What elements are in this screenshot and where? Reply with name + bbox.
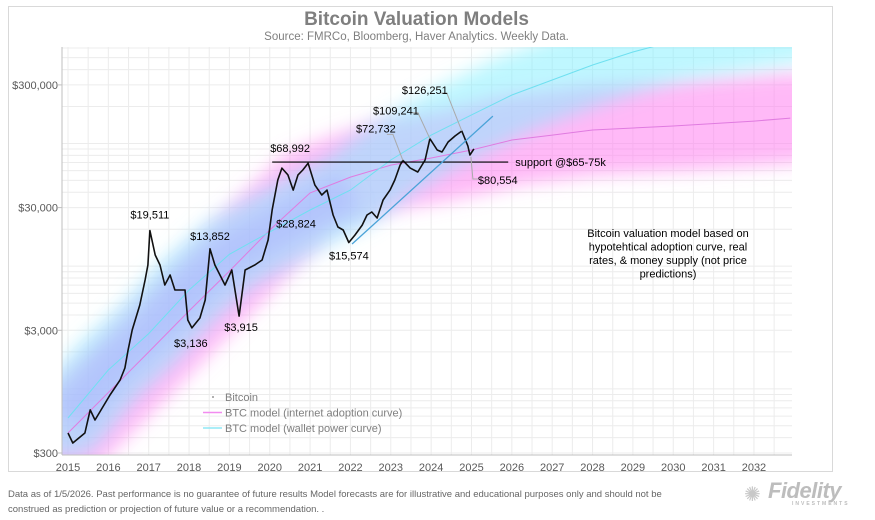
annotation-label: $28,824 xyxy=(276,219,316,231)
fidelity-logo: ✺ Fidelity INVESTMENTS xyxy=(744,478,850,507)
x-tick-label: 2032 xyxy=(742,462,766,474)
x-tick-label: 2028 xyxy=(580,462,604,474)
legend-label: BTC model (internet adoption curve) xyxy=(225,408,402,420)
x-tick-label: 2031 xyxy=(701,462,725,474)
legend: Bitcoin BTC model (internet adoption curv… xyxy=(203,392,402,435)
x-tick-label: 2027 xyxy=(540,462,564,474)
axes: 2015 2016 2017 2018 2019 2020 2021 2022 2023 2024… xyxy=(12,47,792,474)
chart-subtitle: Source: FMRCo, Bloomberg, Haver Analytic… xyxy=(264,31,569,43)
model-note-line: predictions) xyxy=(640,269,697,281)
trend-line xyxy=(351,115,494,245)
annotation-label: $109,241 xyxy=(373,106,419,118)
y-tick-label: $3,000 xyxy=(24,325,58,337)
x-tick-label: 2023 xyxy=(379,462,403,474)
x-tick-label: 2021 xyxy=(298,462,322,474)
model-note-line: Bitcoin valuation model based on xyxy=(587,228,748,240)
annotation-label: $3,915 xyxy=(224,322,258,334)
x-tick-label: 2018 xyxy=(177,462,201,474)
legend-marker-bitcoin xyxy=(212,396,214,398)
annotations: $19,511 $13,852 $3,136 $3,915 $28,824 $68,992… xyxy=(130,85,606,350)
series-lines xyxy=(67,47,791,444)
bitcoin-price-line xyxy=(67,130,475,444)
x-tick-label: 2024 xyxy=(419,462,443,474)
annotation-leader xyxy=(386,133,404,161)
chart-frame xyxy=(8,6,833,472)
x-tick-label: 2030 xyxy=(661,462,685,474)
annotation-leader xyxy=(411,112,431,139)
chart-title: Bitcoin Valuation Models xyxy=(304,9,529,30)
legend-label: Bitcoin xyxy=(225,392,258,404)
y-tick-label: $300 xyxy=(34,448,58,460)
footer-line-2: construed as prediction or projection of… xyxy=(8,504,325,515)
x-tick-label: 2019 xyxy=(217,462,241,474)
x-tick-label: 2015 xyxy=(56,462,80,474)
y-tick-label: $300,000 xyxy=(12,80,58,92)
annotation-label: $15,574 xyxy=(329,251,369,263)
model-note-line: hypotehtical adoption curve, real xyxy=(589,242,747,254)
annotation-leader xyxy=(470,156,478,180)
support-label: support @$65-75k xyxy=(515,157,606,169)
x-tick-label: 2016 xyxy=(96,462,120,474)
annotation-label: $126,251 xyxy=(402,85,448,97)
wallet-power-line xyxy=(67,47,654,419)
annotation-label: $68,992 xyxy=(270,143,310,155)
x-tick-label: 2026 xyxy=(500,462,524,474)
annotation-label: $72,732 xyxy=(356,123,396,135)
footer-disclaimer: Data as of 1/5/2026. Past performance is… xyxy=(8,487,708,517)
model-note: Bitcoin valuation model based on hypoteht… xyxy=(587,228,748,281)
annotation-label: $80,554 xyxy=(478,175,518,187)
annotation-label: $19,511 xyxy=(130,210,169,222)
annotation-leader xyxy=(440,92,463,132)
x-tick-label: 2025 xyxy=(459,462,483,474)
annotation-label: $13,852 xyxy=(190,231,230,243)
starburst-icon: ✺ xyxy=(744,484,761,506)
x-tick-label: 2020 xyxy=(258,462,282,474)
x-tick-label: 2022 xyxy=(338,462,362,474)
annotation-label: $3,136 xyxy=(174,338,208,350)
model-note-line: rates, & money supply (not price xyxy=(589,255,747,267)
legend-label: BTC model (wallet power curve) xyxy=(225,423,382,435)
y-tick-label: $30,000 xyxy=(18,203,58,215)
x-tick-label: 2029 xyxy=(621,462,645,474)
x-tick-label: 2017 xyxy=(136,462,160,474)
footer-line-1: Data as of 1/5/2026. Past performance is… xyxy=(8,489,662,500)
